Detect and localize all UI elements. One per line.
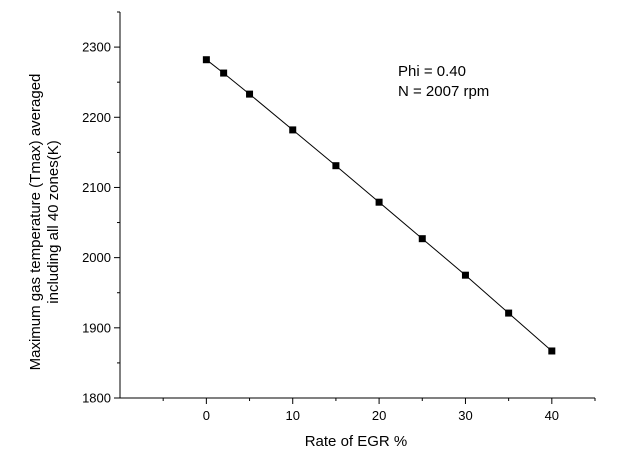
ticks: 0 10 20 30 40 1800 1900 2000 2100 2200 2300 xyxy=(82,11,596,423)
x-axis-title: Rate of EGR % xyxy=(305,433,408,450)
x-tick-label: 10 xyxy=(285,408,299,423)
data-point xyxy=(246,90,254,98)
x-tick-label: 30 xyxy=(458,408,472,423)
data-point xyxy=(220,69,228,77)
y-tick-label: 2300 xyxy=(82,40,111,55)
data-point xyxy=(202,56,210,64)
y-tick-label: 2000 xyxy=(82,250,111,265)
y-tick-label: 2200 xyxy=(82,110,111,125)
y-tick-label: 2100 xyxy=(82,180,111,195)
series-line xyxy=(206,59,553,352)
data-point xyxy=(461,271,469,279)
data-point xyxy=(332,162,340,170)
x-tick-label: 20 xyxy=(372,408,386,423)
annotation-rpm: N = 2007 rpm xyxy=(398,83,489,100)
data-point xyxy=(548,347,556,355)
data-point xyxy=(375,198,383,206)
data-point xyxy=(289,126,297,134)
y-axis-title-line-1: Maximum gas temperature (Tmax) averaged xyxy=(27,74,44,371)
y-tick-label: 1800 xyxy=(82,391,111,406)
axes xyxy=(119,12,595,399)
data-point xyxy=(418,235,426,243)
series-layer xyxy=(202,56,556,355)
data-point xyxy=(505,309,513,317)
x-tick-label: 40 xyxy=(545,408,559,423)
y-tick-label: 1900 xyxy=(82,320,111,335)
x-tick-label: 0 xyxy=(203,408,210,423)
annotation-phi: Phi = 0.40 xyxy=(398,63,466,80)
y-axis-title-line-2: including all 40 zones(K) xyxy=(45,140,62,303)
